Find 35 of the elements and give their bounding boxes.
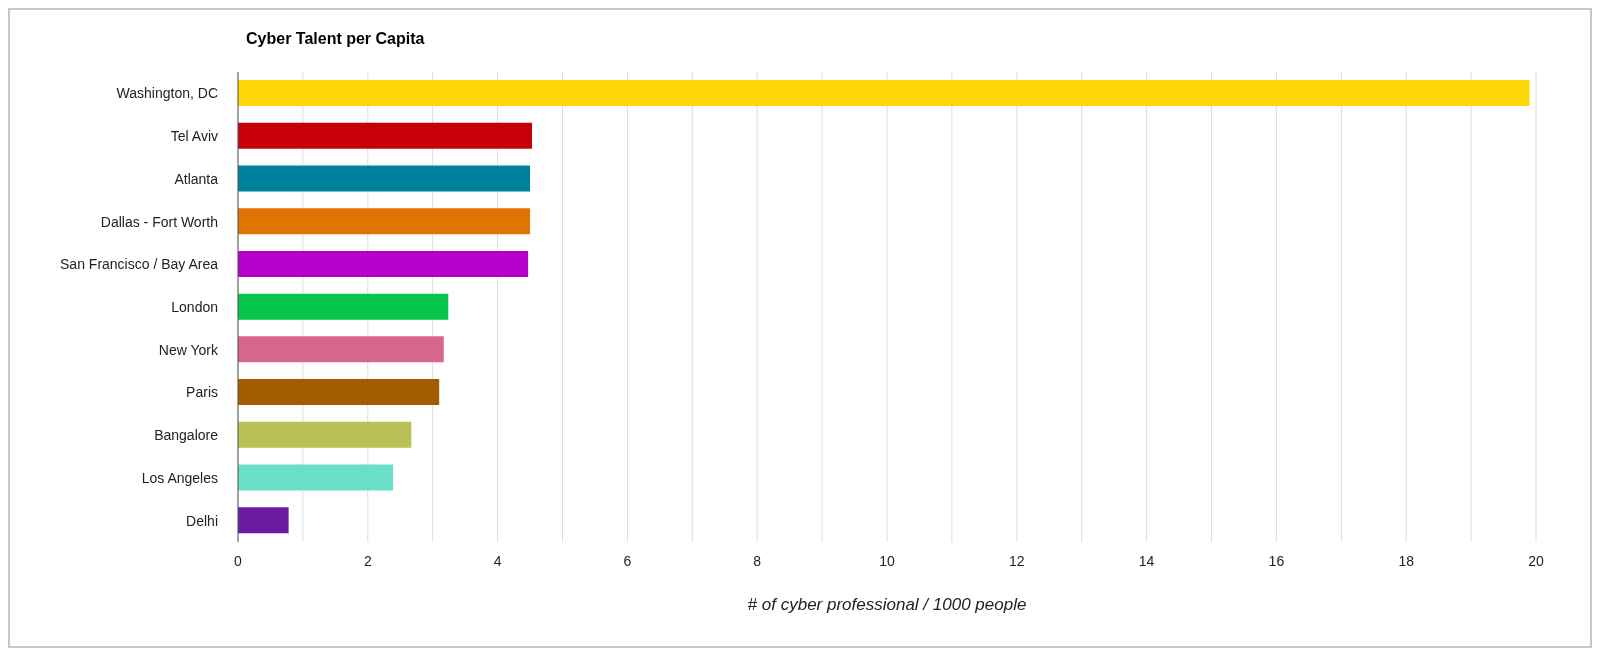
x-tick-label: 8 — [753, 552, 762, 569]
y-tick-label: Los Angeles — [141, 469, 218, 486]
bar — [238, 507, 289, 534]
bar — [238, 165, 531, 192]
bar — [238, 464, 394, 491]
y-tick-label: Paris — [186, 384, 218, 401]
y-tick-label: Dallas - Fort Worth — [100, 213, 218, 230]
y-tick-label: Atlanta — [174, 170, 219, 187]
x-tick-label: 6 — [623, 552, 632, 569]
y-tick-label: Delhi — [186, 512, 218, 529]
bar — [238, 208, 531, 235]
x-tick-label: 10 — [879, 552, 895, 569]
bar — [238, 379, 440, 406]
x-tick-label: 0 — [234, 552, 243, 569]
x-tick-label: 4 — [493, 552, 502, 569]
y-tick-label: Washington, DC — [116, 85, 218, 102]
x-tick-label: 20 — [1528, 552, 1544, 569]
y-tick-label: San Francisco / Bay Area — [60, 256, 219, 273]
y-tick-label: Tel Aviv — [170, 128, 218, 145]
x-tick-label: 2 — [363, 552, 372, 569]
x-tick-label: 14 — [1138, 552, 1155, 569]
chart-title: Cyber Talent per Capita — [246, 30, 425, 48]
bar — [238, 80, 1530, 106]
bar — [238, 421, 412, 448]
y-tick-label: London — [171, 298, 218, 315]
bar — [238, 293, 449, 320]
y-tick-label: New York — [158, 341, 219, 358]
x-tick-label: 18 — [1398, 552, 1415, 569]
x-axis-title: # of cyber professional / 1000 people — [747, 595, 1027, 614]
bar — [238, 122, 532, 149]
bar — [238, 250, 529, 277]
x-tick-label: 16 — [1268, 552, 1285, 569]
x-tick-label: 12 — [1009, 552, 1025, 569]
bar — [238, 336, 444, 363]
y-tick-label: Bangalore — [154, 427, 219, 444]
